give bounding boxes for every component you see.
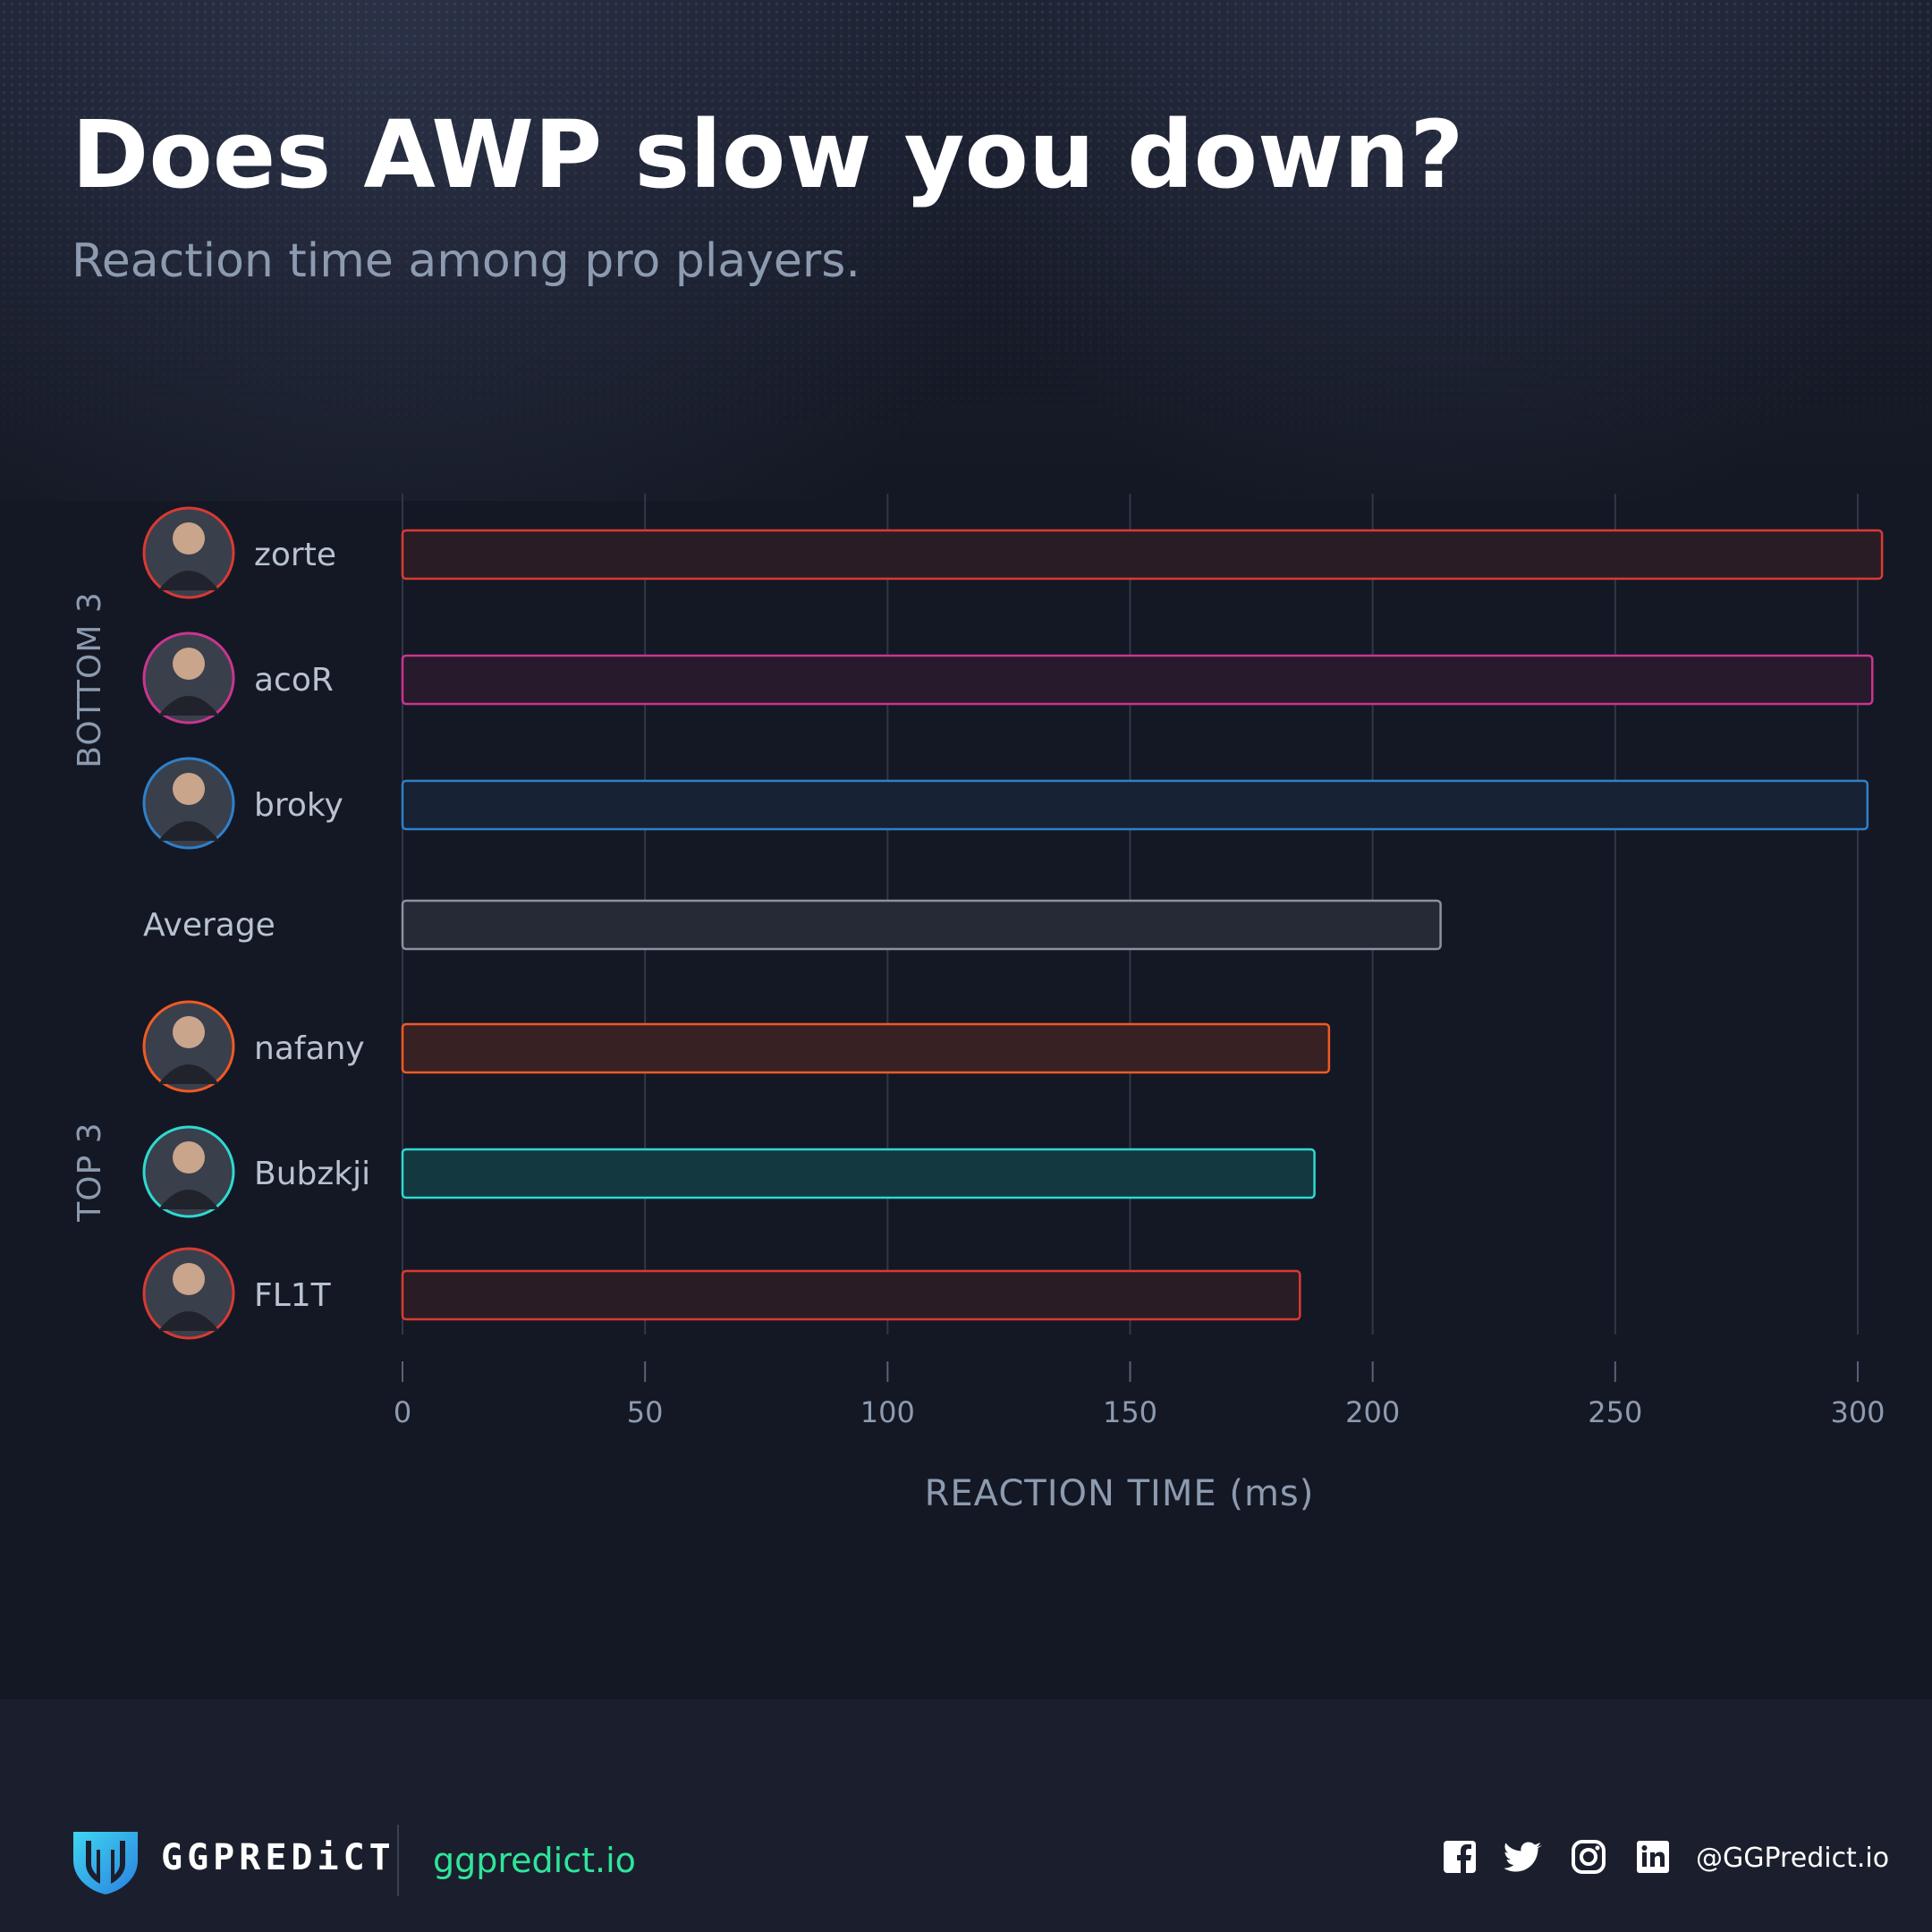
header-background bbox=[0, 0, 1932, 501]
tick-label: 150 bbox=[1103, 1395, 1157, 1429]
tick-label: 250 bbox=[1588, 1395, 1642, 1429]
avatar-body bbox=[158, 821, 219, 841]
facebook-icon[interactable] bbox=[1442, 1839, 1478, 1875]
bar bbox=[401, 1148, 1316, 1199]
bar bbox=[401, 1022, 1331, 1074]
tick-label: 100 bbox=[860, 1395, 915, 1429]
avatar-head bbox=[173, 1263, 205, 1295]
chart-subtitle: Reaction time among pro players. bbox=[72, 234, 860, 288]
group-label: BOTTOM 3 bbox=[72, 591, 108, 768]
bar bbox=[401, 1269, 1301, 1321]
bar bbox=[401, 654, 1874, 706]
group-label: TOP 3 bbox=[72, 1122, 108, 1222]
website-link[interactable]: ggpredict.io bbox=[433, 1841, 636, 1880]
chart-title: Does AWP slow you down? bbox=[72, 100, 1464, 209]
footer: GGPREDiCT ggpredict.io @GGPredict.io bbox=[0, 1825, 1932, 1896]
tick-label: 0 bbox=[394, 1395, 411, 1429]
dot-pattern bbox=[0, 0, 1932, 501]
average-label: Average bbox=[143, 907, 275, 944]
avatar-body bbox=[158, 696, 219, 716]
player-name: acoR bbox=[254, 662, 334, 699]
avatar-head bbox=[173, 1141, 205, 1174]
player-name: zorte bbox=[254, 537, 336, 573]
footer-divider bbox=[397, 1825, 399, 1896]
tick-label: 200 bbox=[1345, 1395, 1400, 1429]
player-name: Bubzkji bbox=[254, 1156, 370, 1192]
twitter-icon[interactable] bbox=[1504, 1839, 1544, 1875]
footer-background bbox=[0, 1699, 1932, 1932]
ggpredict-logo-icon bbox=[73, 1832, 138, 1894]
brand-name: GGPREDiCT bbox=[161, 1837, 395, 1878]
social-handle[interactable]: @GGPredict.io bbox=[1696, 1843, 1890, 1874]
instagram-icon[interactable] bbox=[1571, 1839, 1606, 1875]
avatar-body bbox=[158, 1190, 219, 1209]
avatar-body bbox=[158, 1064, 219, 1084]
avatar-head bbox=[173, 522, 205, 555]
bar-chart: 0 50 100 150 200 250 300 REACTION TIME (ms) zort… bbox=[72, 494, 1885, 1514]
avatar-head bbox=[173, 773, 205, 805]
player-name: nafany bbox=[254, 1030, 365, 1067]
bar bbox=[401, 899, 1442, 951]
player-name: broky bbox=[254, 787, 343, 824]
x-axis-label: REACTION TIME (ms) bbox=[925, 1473, 1315, 1514]
tick-label: 300 bbox=[1830, 1395, 1885, 1429]
avatar-head bbox=[173, 648, 205, 680]
player-name: FL1T bbox=[254, 1277, 332, 1314]
bar bbox=[401, 779, 1869, 831]
avatar-body bbox=[158, 571, 219, 590]
avatar-head bbox=[173, 1016, 205, 1048]
linkedin-icon[interactable] bbox=[1635, 1839, 1671, 1875]
avatar-body bbox=[158, 1311, 219, 1331]
tick-label: 50 bbox=[627, 1395, 664, 1429]
bar bbox=[401, 529, 1884, 580]
